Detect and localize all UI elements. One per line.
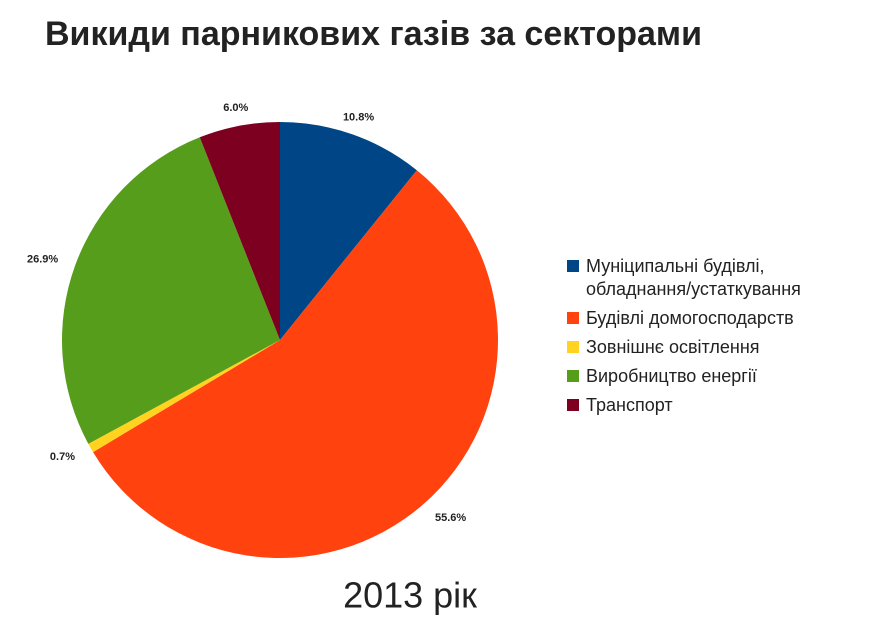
pie-slice — [199, 122, 280, 340]
pie-slice — [93, 170, 498, 558]
legend-label: Зовнішнє освітлення — [586, 337, 760, 357]
value-label: 55.6% — [435, 512, 466, 524]
value-label: 10.8% — [343, 111, 374, 123]
legend-label: Муніципальні будівлі, обладнання/устатку… — [586, 256, 801, 299]
legend: Муніципальні будівлі, обладнання/устатку… — [567, 255, 848, 423]
legend-item: Виробництво енергії — [567, 365, 848, 388]
legend-item: Транспорт — [567, 394, 848, 417]
legend-label: Виробництво енергії — [586, 366, 757, 386]
legend-item: Зовнішнє освітлення — [567, 336, 848, 359]
legend-label: Будівлі домогосподарств — [586, 308, 794, 328]
legend-label: Транспорт — [586, 395, 673, 415]
chart-title: Викиди парникових газів за секторами — [45, 15, 702, 53]
pie-slice — [280, 122, 417, 340]
legend-swatch — [567, 399, 579, 411]
value-label: 0.7% — [50, 451, 75, 463]
pie-slice — [62, 137, 280, 444]
legend-swatch — [567, 370, 579, 382]
value-label: 6.0% — [223, 102, 248, 114]
pie-slice — [88, 340, 280, 453]
legend-item: Будівлі домогосподарств — [567, 307, 848, 330]
legend-swatch — [567, 341, 579, 353]
legend-swatch — [567, 260, 579, 272]
legend-swatch — [567, 312, 579, 324]
chart-subtitle: 2013 рік — [343, 575, 477, 616]
value-label: 26.9% — [27, 253, 58, 265]
legend-item: Муніципальні будівлі, обладнання/устатку… — [567, 255, 848, 301]
